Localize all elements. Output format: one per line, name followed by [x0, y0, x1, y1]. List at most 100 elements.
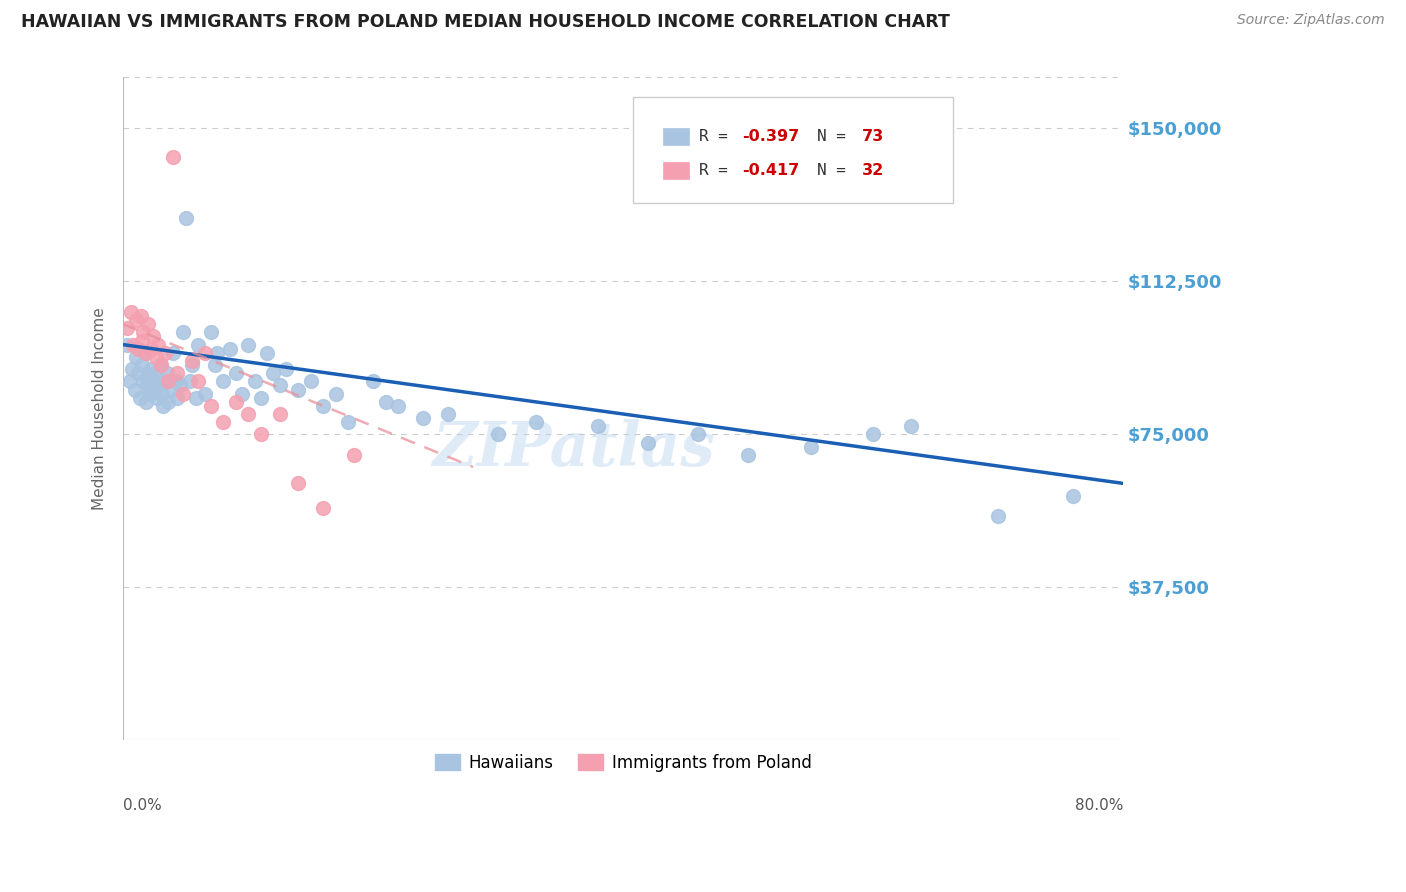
- Point: [193, 346, 215, 360]
- Point: [150, 386, 173, 401]
- Point: [136, 318, 159, 332]
- Point: [862, 427, 884, 442]
- Point: [269, 407, 291, 421]
- Point: [187, 337, 209, 351]
- Point: [142, 329, 165, 343]
- Point: [145, 350, 167, 364]
- Point: [157, 394, 180, 409]
- Point: [141, 383, 163, 397]
- Point: [165, 375, 187, 389]
- Point: [987, 508, 1010, 523]
- Point: [299, 375, 322, 389]
- Point: [143, 366, 166, 380]
- Point: [231, 386, 253, 401]
- FancyBboxPatch shape: [633, 97, 953, 203]
- Text: 80.0%: 80.0%: [1074, 797, 1123, 813]
- Point: [148, 378, 170, 392]
- Point: [212, 375, 235, 389]
- Point: [205, 346, 228, 360]
- FancyBboxPatch shape: [664, 162, 689, 179]
- Text: ZIPatlas: ZIPatlas: [432, 418, 714, 479]
- Point: [172, 326, 194, 340]
- Point: [274, 362, 297, 376]
- Text: N =: N =: [817, 129, 856, 144]
- Point: [139, 342, 162, 356]
- Point: [124, 383, 146, 397]
- Point: [225, 366, 247, 380]
- Point: [181, 358, 204, 372]
- Legend: Hawaiians, Immigrants from Poland: Hawaiians, Immigrants from Poland: [429, 747, 818, 779]
- Point: [120, 305, 142, 319]
- Point: [200, 326, 222, 340]
- Point: [343, 448, 366, 462]
- Point: [361, 375, 384, 389]
- Text: 32: 32: [862, 163, 884, 178]
- Point: [135, 394, 157, 409]
- Point: [149, 358, 172, 372]
- Point: [131, 334, 153, 348]
- Point: [737, 448, 759, 462]
- Point: [162, 346, 184, 360]
- Point: [193, 386, 215, 401]
- Point: [138, 386, 160, 401]
- Point: [524, 415, 547, 429]
- Point: [128, 391, 150, 405]
- Point: [249, 391, 271, 405]
- Point: [115, 337, 138, 351]
- Point: [412, 411, 434, 425]
- Point: [249, 427, 271, 442]
- Point: [162, 150, 184, 164]
- Text: R =: R =: [699, 163, 738, 178]
- Text: 0.0%: 0.0%: [124, 797, 162, 813]
- Point: [187, 375, 209, 389]
- Point: [134, 346, 156, 360]
- Point: [486, 427, 509, 442]
- Point: [118, 375, 141, 389]
- Point: [115, 321, 138, 335]
- Point: [157, 375, 180, 389]
- Point: [135, 346, 157, 360]
- Point: [129, 309, 152, 323]
- Y-axis label: Median Household Income: Median Household Income: [93, 308, 107, 510]
- Point: [166, 366, 188, 380]
- Point: [312, 500, 335, 515]
- Text: Source: ZipAtlas.com: Source: ZipAtlas.com: [1237, 13, 1385, 28]
- Point: [156, 366, 179, 380]
- Point: [179, 375, 201, 389]
- Point: [374, 394, 396, 409]
- Point: [312, 399, 335, 413]
- Point: [139, 362, 162, 376]
- Point: [152, 399, 174, 413]
- Point: [174, 211, 197, 226]
- Text: -0.417: -0.417: [742, 163, 800, 178]
- Point: [218, 342, 240, 356]
- Point: [127, 366, 149, 380]
- Point: [287, 383, 309, 397]
- Point: [136, 370, 159, 384]
- Point: [325, 386, 347, 401]
- Point: [800, 440, 823, 454]
- Point: [127, 342, 149, 356]
- Point: [153, 375, 176, 389]
- Point: [212, 415, 235, 429]
- Text: -0.397: -0.397: [742, 129, 800, 144]
- Point: [121, 362, 143, 376]
- Point: [387, 399, 409, 413]
- Point: [200, 399, 222, 413]
- Point: [131, 358, 153, 372]
- Point: [125, 350, 148, 364]
- Point: [159, 383, 181, 397]
- Point: [225, 394, 247, 409]
- Point: [145, 375, 167, 389]
- Point: [262, 366, 284, 380]
- Point: [1062, 489, 1084, 503]
- Text: HAWAIIAN VS IMMIGRANTS FROM POLAND MEDIAN HOUSEHOLD INCOME CORRELATION CHART: HAWAIIAN VS IMMIGRANTS FROM POLAND MEDIA…: [21, 13, 950, 31]
- Point: [181, 354, 204, 368]
- Point: [184, 391, 207, 405]
- Point: [437, 407, 460, 421]
- Point: [166, 391, 188, 405]
- Point: [900, 419, 922, 434]
- Point: [256, 346, 278, 360]
- Point: [269, 378, 291, 392]
- Point: [122, 337, 145, 351]
